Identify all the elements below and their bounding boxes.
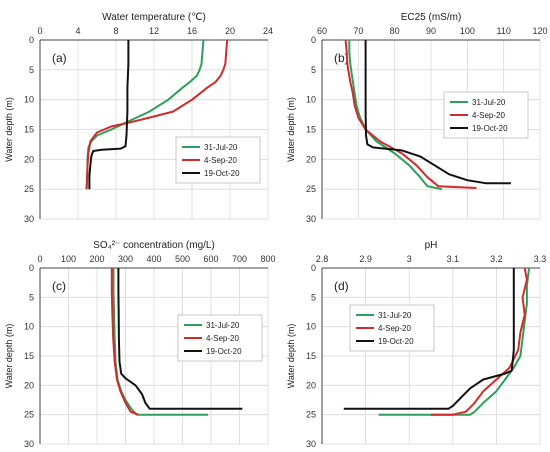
panel-c-x-tick-label: 400 bbox=[146, 254, 161, 264]
panel-a-y-tick-label: 0 bbox=[29, 35, 34, 45]
panel-a-group: 0 4 8 12 16 20 24 0 5 10 15 20 25 30 Water temperature… bbox=[4, 12, 273, 224]
panel-d-y-tick-label: 10 bbox=[306, 322, 316, 332]
panel-c-legend-label-31-jul-20: 31-Jul-20 bbox=[206, 321, 240, 330]
panel-d-y-tick-label: 0 bbox=[311, 263, 316, 273]
panel-a-x-tick-label: 20 bbox=[225, 26, 235, 36]
panel-a-y-axis-label: Water depth (m) bbox=[4, 97, 14, 162]
panel-d-y-tick-label: 30 bbox=[306, 439, 316, 449]
panel-c-x-tick-label: 200 bbox=[89, 254, 104, 264]
panel-d-y-tick-label: 15 bbox=[306, 351, 316, 361]
panel-d-y-tick-label: 25 bbox=[306, 410, 316, 420]
panel-c-x-tick-label: 700 bbox=[232, 254, 247, 264]
panel-d-series-line-19-oct-20 bbox=[343, 268, 515, 410]
panel-b-series-line-31-jul-20 bbox=[348, 40, 443, 191]
panel-a-y-tick-label: 5 bbox=[29, 65, 34, 75]
panel-d-series-line-4-sep-20 bbox=[431, 267, 528, 416]
panel-c-series-line-4-sep-20 bbox=[110, 268, 139, 416]
panel-a-y-tick-label: 15 bbox=[24, 125, 34, 135]
panel-a-x-tick-label: 0 bbox=[37, 26, 42, 36]
panel-b-series-line-4-sep-20 bbox=[344, 39, 477, 189]
panel-b-series-line-19-oct-20 bbox=[364, 40, 511, 185]
panel-a-series-line-4-sep-20 bbox=[85, 39, 229, 190]
panel-c-series-line-19-oct-20 bbox=[117, 268, 243, 410]
panel-a-x-tick-label: 12 bbox=[149, 26, 159, 36]
panel-a-legend-label-4-sep-20: 4-Sep-20 bbox=[204, 156, 237, 165]
panel-a-series-line-19-oct-20 bbox=[88, 40, 130, 190]
panel-a-y-tick-label: 10 bbox=[24, 95, 34, 105]
panel-c-panel-label: (c) bbox=[52, 279, 66, 293]
panel-b-y-tick-label: 0 bbox=[311, 35, 316, 45]
panel-d-y-tick-label: 20 bbox=[306, 380, 316, 390]
panel-c-y-axis-label: Water depth (m) bbox=[4, 324, 14, 389]
panel-b-y-tick-label: 15 bbox=[306, 125, 316, 135]
panel-a-y-tick-label: 20 bbox=[24, 154, 34, 164]
panel-b-x-tick-label: 110 bbox=[496, 26, 510, 36]
panel-d-panel-label: (d) bbox=[334, 279, 349, 293]
panel-a-legend-label-31-jul-20: 31-Jul-20 bbox=[204, 143, 238, 152]
panel-d-x-tick-label: 3.1 bbox=[447, 254, 460, 264]
panel-d-x-tick-label: 3.2 bbox=[490, 254, 503, 264]
panel-c-x-tick-label: 800 bbox=[260, 254, 275, 264]
panel-c-legend-label-4-sep-20: 4-Sep-20 bbox=[206, 334, 239, 343]
panel-c-y-tick-label: 5 bbox=[29, 292, 34, 302]
panel-c-x-tick-label: 100 bbox=[61, 254, 76, 264]
panel-a-y-tick-label: 25 bbox=[24, 184, 34, 194]
panel-d-legend-label-4-sep-20: 4-Sep-20 bbox=[378, 324, 411, 333]
panel-d-title: pH bbox=[425, 240, 438, 251]
panel-c-y-tick-label: 10 bbox=[24, 322, 34, 332]
panel-c-title: SO₄²⁻ concentration (mg/L) bbox=[93, 240, 215, 251]
panel-c-group: 0 100 200 300 400 500 600 700 800 0 5 10 15 20 25 30 SO₄… bbox=[4, 240, 276, 449]
panel-a-legend-label-19-oct-20: 19-Oct-20 bbox=[204, 169, 240, 178]
panel-a-panel-label: (a) bbox=[52, 51, 67, 65]
panel-b-x-tick-label: 80 bbox=[390, 26, 400, 36]
panel-c-y-tick-label: 30 bbox=[24, 439, 34, 449]
panel-d-x-tick-label: 2.8 bbox=[316, 254, 329, 264]
panel-a-legend-box bbox=[175, 136, 261, 184]
panel-b-x-tick-label: 70 bbox=[353, 26, 363, 36]
panel-b-legend-label-31-jul-20: 31-Jul-20 bbox=[472, 98, 506, 107]
panel-b-x-tick-label: 60 bbox=[317, 26, 327, 36]
panel-a-title: Water temperature (℃) bbox=[102, 12, 206, 23]
panel-c-x-tick-label: 0 bbox=[37, 254, 42, 264]
panel-b-legend-label-19-oct-20: 19-Oct-20 bbox=[472, 124, 508, 133]
panel-d-group: 2.8 2.9 3 3.1 3.2 3.3 0 5 10 15 20 25 30 pH Water dept… bbox=[286, 240, 546, 449]
panel-d-y-tick-label: 5 bbox=[311, 292, 316, 302]
panel-c-x-tick-label: 600 bbox=[203, 254, 218, 264]
panel-b-title: EC25 (mS/m) bbox=[401, 12, 462, 23]
panel-a-x-tick-label: 24 bbox=[263, 26, 273, 36]
panel-c-x-tick-label: 500 bbox=[175, 254, 190, 264]
panel-b-y-tick-label: 5 bbox=[311, 65, 316, 75]
panel-b-x-tick-label: 90 bbox=[426, 26, 436, 36]
panel-a-y-tick-label: 30 bbox=[24, 214, 34, 224]
panel-b-x-tick-label: 100 bbox=[460, 26, 475, 36]
panel-d-x-tick-label: 3.3 bbox=[534, 254, 547, 264]
panel-a-x-tick-label: 4 bbox=[75, 26, 80, 36]
panel-c-x-tick-label: 300 bbox=[118, 254, 133, 264]
panel-d-y-axis-label: Water depth (m) bbox=[286, 324, 296, 389]
panel-b-y-tick-label: 10 bbox=[306, 95, 316, 105]
panel-d-legend-label-19-oct-20: 19-Oct-20 bbox=[378, 337, 414, 346]
panel-a-x-tick-label: 16 bbox=[187, 26, 197, 36]
panel-a-x-tick-label: 8 bbox=[113, 26, 118, 36]
panel-d-x-tick-label: 2.9 bbox=[359, 254, 372, 264]
panel-c-y-tick-label: 0 bbox=[29, 263, 34, 273]
panel-d-series-line-31-jul-20 bbox=[378, 267, 531, 416]
panel-b-x-tick-label: 120 bbox=[532, 26, 547, 36]
panel-c-y-tick-label: 15 bbox=[24, 351, 34, 361]
panel-b-y-axis-label: Water depth (m) bbox=[286, 97, 296, 162]
panel-b-y-tick-label: 25 bbox=[306, 184, 316, 194]
panel-c-y-tick-label: 25 bbox=[24, 410, 34, 420]
panel-b-panel-label: (b) bbox=[334, 51, 349, 65]
panel-b-legend-label-4-sep-20: 4-Sep-20 bbox=[472, 111, 505, 120]
panel-b-y-tick-label: 30 bbox=[306, 214, 316, 224]
panel-c-y-tick-label: 20 bbox=[24, 380, 34, 390]
panel-b-group: 60 70 80 90 100 110 120 0 5 10 15 20 25 30 EC25 (mS/m)… bbox=[286, 12, 548, 224]
panel-b-y-tick-label: 20 bbox=[306, 154, 316, 164]
panel-d-legend-label-31-jul-20: 31-Jul-20 bbox=[378, 311, 412, 320]
panel-c-legend-label-19-oct-20: 19-Oct-20 bbox=[206, 347, 242, 356]
panel-d-x-tick-label: 3 bbox=[407, 254, 412, 264]
